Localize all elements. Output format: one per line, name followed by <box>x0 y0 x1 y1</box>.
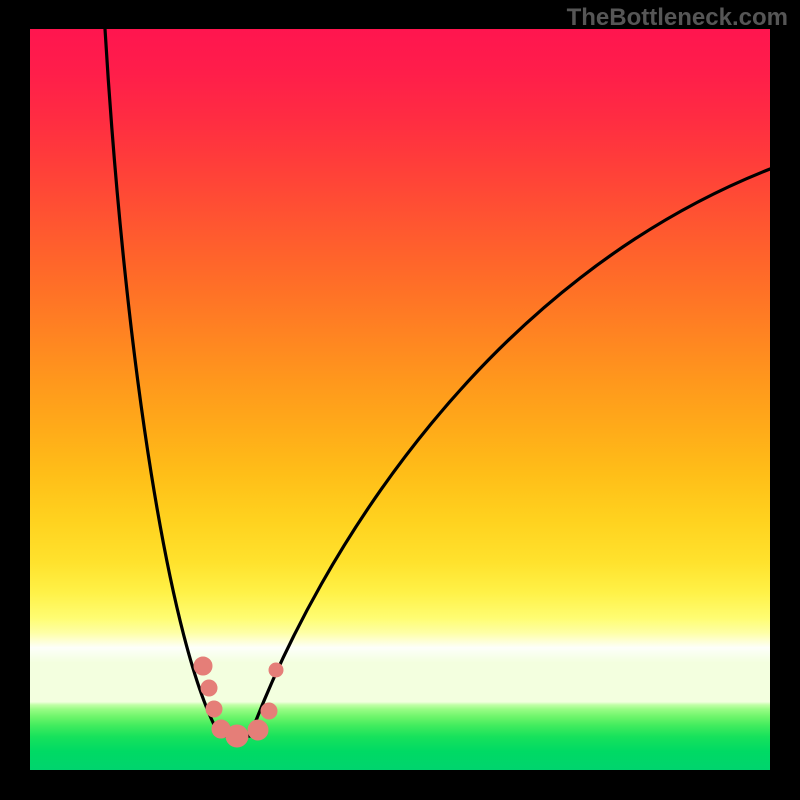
marker-point <box>194 657 212 675</box>
marker-point <box>201 680 217 696</box>
marker-point <box>206 701 222 717</box>
watermark-text: TheBottleneck.com <box>567 4 788 32</box>
chart-frame: TheBottleneck.com <box>0 0 800 800</box>
marker-point <box>261 703 277 719</box>
chart-svg <box>30 29 770 770</box>
marker-point <box>226 725 248 747</box>
marker-point <box>248 720 268 740</box>
plot-area <box>30 29 770 770</box>
marker-point <box>269 663 283 677</box>
